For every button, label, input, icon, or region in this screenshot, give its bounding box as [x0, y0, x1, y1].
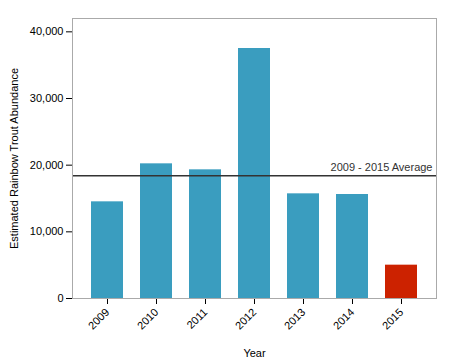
svg-text:Year: Year [243, 347, 266, 359]
svg-text:2012: 2012 [233, 306, 259, 332]
svg-text:2013: 2013 [282, 306, 308, 332]
svg-text:Estimated Rainbow Trout Abunda: Estimated Rainbow Trout Abundance [8, 68, 20, 249]
svg-text:2014: 2014 [331, 306, 357, 332]
svg-text:2009 - 2015 Average: 2009 - 2015 Average [331, 161, 433, 173]
svg-text:10,000: 10,000 [30, 225, 64, 237]
svg-text:30,000: 30,000 [30, 92, 64, 104]
svg-text:2011: 2011 [184, 306, 209, 331]
svg-text:2009: 2009 [86, 306, 112, 332]
svg-text:40,000: 40,000 [30, 25, 64, 37]
svg-text:0: 0 [57, 292, 63, 304]
svg-text:2015: 2015 [380, 306, 406, 332]
svg-text:20,000: 20,000 [30, 159, 64, 171]
svg-text:2010: 2010 [135, 306, 161, 332]
